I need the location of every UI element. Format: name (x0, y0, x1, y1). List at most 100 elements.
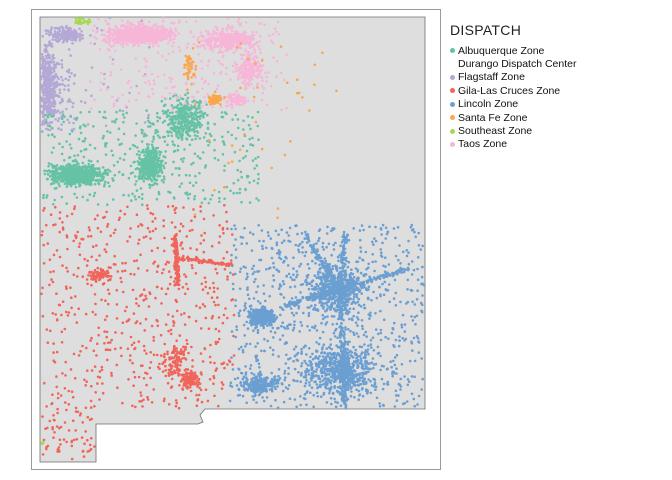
incident-point (250, 52, 254, 55)
incident-point (153, 173, 156, 177)
incident-point (172, 196, 176, 199)
incident-point (248, 46, 252, 49)
incident-point (56, 448, 60, 451)
incident-point (172, 324, 175, 327)
incident-point (59, 174, 63, 178)
incident-point (65, 214, 69, 218)
incident-point (164, 263, 168, 266)
incident-point (253, 167, 256, 170)
incident-point (237, 100, 240, 104)
incident-point (217, 158, 220, 162)
incident-point (218, 200, 221, 203)
incident-point (122, 132, 126, 136)
incident-point (89, 234, 93, 238)
incident-point (84, 88, 88, 92)
incident-point (249, 38, 253, 41)
incident-point (81, 450, 85, 453)
incident-point (222, 231, 225, 235)
incident-point (144, 28, 147, 32)
incident-point (175, 347, 178, 350)
incident-point (229, 189, 232, 193)
incident-point (119, 68, 123, 71)
incident-point (44, 120, 48, 124)
incident-point (240, 99, 243, 103)
incident-point (176, 269, 179, 273)
incident-point (112, 44, 115, 47)
incident-point (46, 172, 50, 176)
incident-point (183, 273, 186, 276)
incident-point (180, 182, 183, 185)
incident-point (101, 39, 105, 42)
incident-point (236, 168, 239, 172)
incident-point (212, 286, 216, 290)
incident-point (147, 147, 150, 150)
incident-point (121, 37, 125, 40)
incident-point (141, 22, 145, 26)
incident-point (108, 170, 112, 173)
incident-point (174, 258, 178, 262)
incident-point (108, 131, 112, 134)
incident-point (160, 302, 163, 305)
incident-point (86, 415, 90, 419)
incident-point (208, 286, 212, 290)
incident-point (143, 157, 147, 161)
incident-point (131, 361, 134, 365)
incident-point (65, 440, 68, 444)
incident-point (93, 445, 96, 448)
incident-point (140, 170, 144, 174)
incident-point (173, 149, 177, 153)
incident-point (174, 298, 178, 302)
incident-point (128, 32, 131, 36)
incident-point (52, 182, 55, 185)
incident-point (67, 37, 71, 41)
incident-point (142, 377, 146, 380)
incident-point (162, 166, 166, 170)
incident-point (88, 167, 92, 171)
incident-point (182, 352, 185, 355)
incident-point (88, 143, 92, 147)
incident-point (176, 99, 179, 102)
incident-point (244, 96, 247, 99)
incident-point (60, 117, 64, 120)
incident-point (218, 337, 221, 341)
incident-point (158, 362, 161, 366)
incident-point (141, 203, 144, 206)
incident-point (154, 131, 157, 135)
incident-point (91, 163, 95, 167)
incident-point (162, 164, 165, 168)
incident-point (42, 438, 46, 442)
incident-point (48, 40, 51, 44)
incident-point (42, 209, 45, 212)
incident-point (120, 33, 124, 36)
incident-point (60, 97, 64, 101)
incident-point (65, 38, 68, 42)
incident-point (42, 193, 45, 197)
incident-point (61, 83, 65, 86)
incident-point (65, 164, 68, 168)
incident-point (166, 313, 170, 316)
incident-point (217, 241, 221, 244)
incident-point (60, 313, 63, 317)
incident-point (94, 391, 97, 394)
incident-point (133, 375, 137, 379)
incident-point (144, 150, 148, 154)
incident-point (152, 353, 156, 357)
incident-point (109, 266, 112, 270)
incident-point (65, 266, 68, 270)
incident-point (198, 306, 202, 310)
incident-point (89, 175, 93, 178)
incident-point (120, 280, 123, 284)
incident-point (168, 92, 172, 95)
incident-point (218, 196, 221, 200)
incident-point (213, 148, 216, 152)
incident-point (52, 436, 55, 440)
incident-point (56, 35, 59, 39)
incident-point (64, 374, 67, 377)
incident-point (226, 316, 229, 320)
incident-point (90, 417, 93, 421)
incident-point (77, 354, 81, 357)
incident-point (211, 314, 214, 318)
incident-point (217, 303, 220, 307)
incident-point (139, 223, 142, 226)
